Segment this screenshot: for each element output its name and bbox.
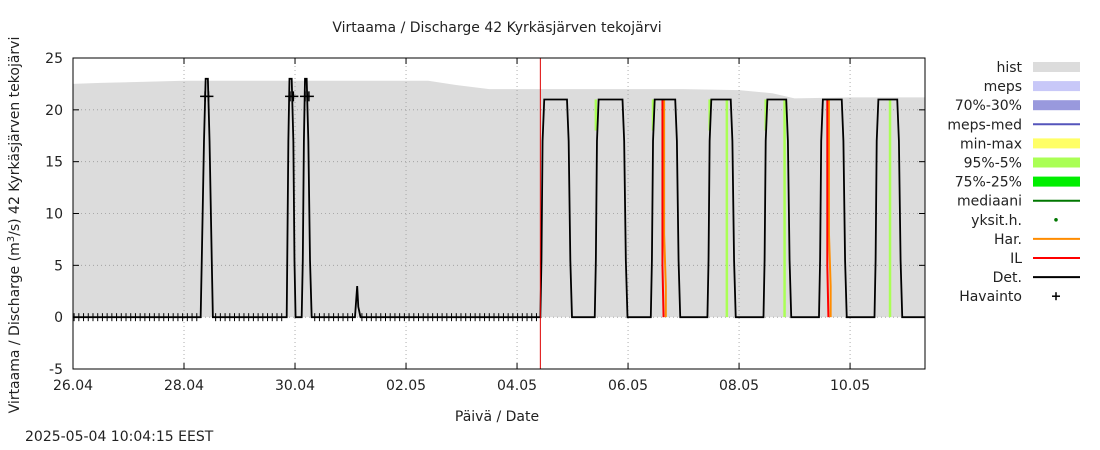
y-tick-label: 25 bbox=[45, 51, 63, 67]
legend-item-min-max: min-max bbox=[960, 136, 1080, 152]
y-tick-label: -5 bbox=[49, 362, 63, 378]
generated-timestamp: 2025-05-04 10:04:15 EEST bbox=[25, 429, 214, 445]
legend-item-havainto: Havainto bbox=[959, 289, 1060, 305]
legend-label: mediaani bbox=[957, 194, 1022, 210]
series-har- bbox=[827, 99, 832, 318]
legend-item-har: Har. bbox=[994, 232, 1080, 248]
y-tick-label: 20 bbox=[45, 103, 63, 119]
x-axis-label: Päivä / Date bbox=[455, 409, 539, 425]
legend-swatch bbox=[1033, 62, 1080, 72]
havainto-marker bbox=[203, 91, 214, 102]
x-tick-label: 04.05 bbox=[497, 378, 537, 394]
x-tick-label: 08.05 bbox=[719, 378, 759, 394]
legend-label: Det. bbox=[993, 270, 1022, 286]
y-axis-label-sup: 3 bbox=[6, 236, 17, 242]
legend-swatch bbox=[1033, 176, 1080, 187]
legend-label: 95%-5% bbox=[964, 156, 1022, 172]
legend-swatch bbox=[1033, 81, 1080, 92]
series-det-line bbox=[73, 77, 925, 319]
legend-swatch bbox=[1033, 157, 1080, 168]
legend: hist meps 70%-30% meps-med min-max 95%-5% 75%-… bbox=[947, 60, 1080, 305]
x-tick-label: 28.04 bbox=[164, 378, 204, 394]
legend-swatch bbox=[1054, 218, 1058, 222]
legend-label: Havainto bbox=[959, 289, 1022, 305]
legend-label: 70%-30% bbox=[955, 98, 1022, 114]
havainto-marker bbox=[288, 91, 299, 102]
chart-title: Virtaama / Discharge 42 Kyrkäsjärven tek… bbox=[332, 20, 661, 36]
legend-label: hist bbox=[996, 60, 1022, 76]
legend-item-il: IL bbox=[1010, 251, 1080, 267]
series-il bbox=[826, 99, 830, 318]
y-tick-label: 0 bbox=[54, 310, 63, 326]
legend-item-hist: hist bbox=[996, 60, 1080, 76]
legend-item-mediaani: mediaani bbox=[957, 194, 1080, 210]
legend-label: meps bbox=[984, 79, 1022, 95]
havainto-marker bbox=[303, 91, 314, 102]
series-il bbox=[661, 99, 665, 318]
legend-item-70-30: 70%-30% bbox=[955, 98, 1080, 114]
legend-label: Har. bbox=[994, 232, 1022, 248]
legend-item-yksit-h: yksit.h. bbox=[971, 213, 1058, 229]
y-axis-label: Virtaama / Discharge (m3/s) 42 Kyrkäsjär… bbox=[6, 37, 24, 414]
x-tick-label: 30.04 bbox=[275, 378, 315, 394]
y-tick-label: 10 bbox=[45, 207, 63, 223]
legend-item-meps-med: meps-med bbox=[947, 117, 1080, 133]
hist-band bbox=[73, 80, 925, 318]
legend-label: yksit.h. bbox=[971, 213, 1022, 229]
y-tick-label: 15 bbox=[45, 155, 63, 171]
legend-item-75-25: 75%-25% bbox=[955, 175, 1080, 191]
plot-area: 26.04 28.04 30.04 02.05 04.05 06.05 08.05 10.05… bbox=[45, 51, 926, 394]
legend-label: IL bbox=[1010, 251, 1022, 267]
x-tick-label: 26.04 bbox=[53, 378, 93, 394]
legend-label: 75%-25% bbox=[955, 175, 1022, 191]
x-tick-label: 10.05 bbox=[830, 378, 870, 394]
legend-item-det: Det. bbox=[993, 270, 1080, 286]
y-axis-label-suffix: /s) 42 Kyrkäsjärven tekojärvi bbox=[7, 37, 23, 236]
series-har- bbox=[663, 99, 667, 318]
legend-swatch bbox=[1033, 138, 1080, 149]
y-axis-label-prefix: Virtaama / Discharge (m bbox=[7, 242, 23, 413]
legend-label: meps-med bbox=[947, 117, 1022, 133]
x-tick-label: 02.05 bbox=[386, 378, 426, 394]
x-tick-label: 06.05 bbox=[608, 378, 648, 394]
legend-swatch bbox=[1033, 100, 1080, 111]
legend-item-meps: meps bbox=[984, 79, 1080, 95]
legend-item-95-5: 95%-5% bbox=[964, 156, 1080, 172]
legend-label: min-max bbox=[960, 136, 1022, 152]
y-tick-label: 5 bbox=[54, 258, 63, 274]
